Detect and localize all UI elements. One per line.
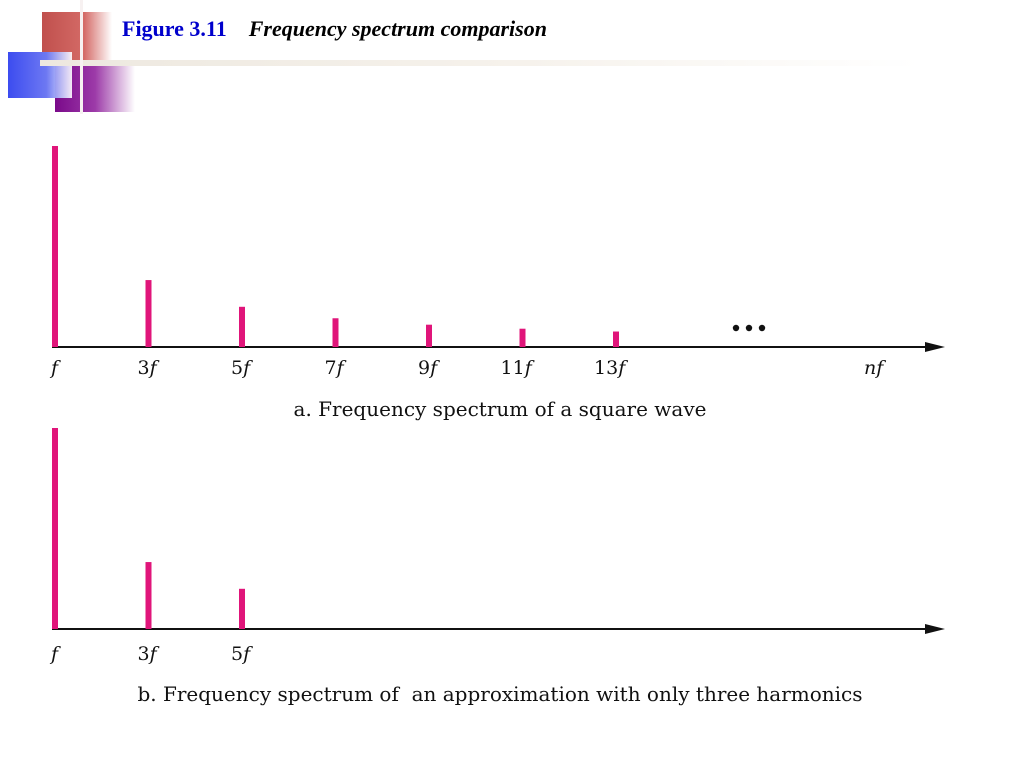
ellipsis-dot [745,324,753,332]
figure-number: Figure 3.11 [122,16,227,41]
spectrum-bar-f [52,146,58,347]
spectrum-bar-9f [426,324,432,347]
tick-label-11f: 11f [501,357,535,379]
spectrum-bar-3f [145,562,152,629]
slide-title: Figure 3.11 Frequency spectrum comparison [122,16,547,42]
decor-blue-square [8,52,72,98]
tick-label-f: f [49,643,61,665]
spectrum-bar-5f [239,588,245,629]
spectrum-bar-7f [332,318,339,347]
x-axis-arrowhead [925,342,945,352]
tick-label-9f: 9f [418,357,440,379]
tick-label-13f: 13f [594,357,628,379]
spectrum-caption-b: b. Frequency spectrum of an approximatio… [137,682,862,706]
decor-horizontal-line [40,60,920,66]
tick-label-5f: 5f [231,643,253,665]
tick-label-f: f [49,357,61,379]
spectrum-bar-5f [239,306,245,347]
tick-label-7f: 7f [325,357,347,379]
spectrum-panel-b: f 3f 5f b. Frequency spectrum of an approxi… [49,428,945,706]
x-axis-arrowhead [925,624,945,634]
tick-label-5f: 5f [231,357,253,379]
tick-label-nf: nf [864,357,886,379]
spectrum-bar-11f [519,328,526,347]
spectrum-bar-13f [613,331,619,347]
spectrum-bar-3f [145,280,152,347]
tick-label-3f: 3f [138,357,160,379]
ellipsis-dot [732,324,740,332]
ellipsis-annotation: ••• [732,324,766,332]
figure-title: Frequency spectrum comparison [248,16,547,41]
tick-label-3f: 3f [138,643,160,665]
spectrum-bar-f [52,428,58,629]
ellipsis-dot [758,324,766,332]
spectrum-caption-a: a. Frequency spectrum of a square wave [294,397,707,421]
spectrum-panel-a: f 3f 5f 7f 9f 11f 13f nf ••• a. Frequency spectru… [49,146,945,421]
decor-vertical-line [80,0,83,114]
